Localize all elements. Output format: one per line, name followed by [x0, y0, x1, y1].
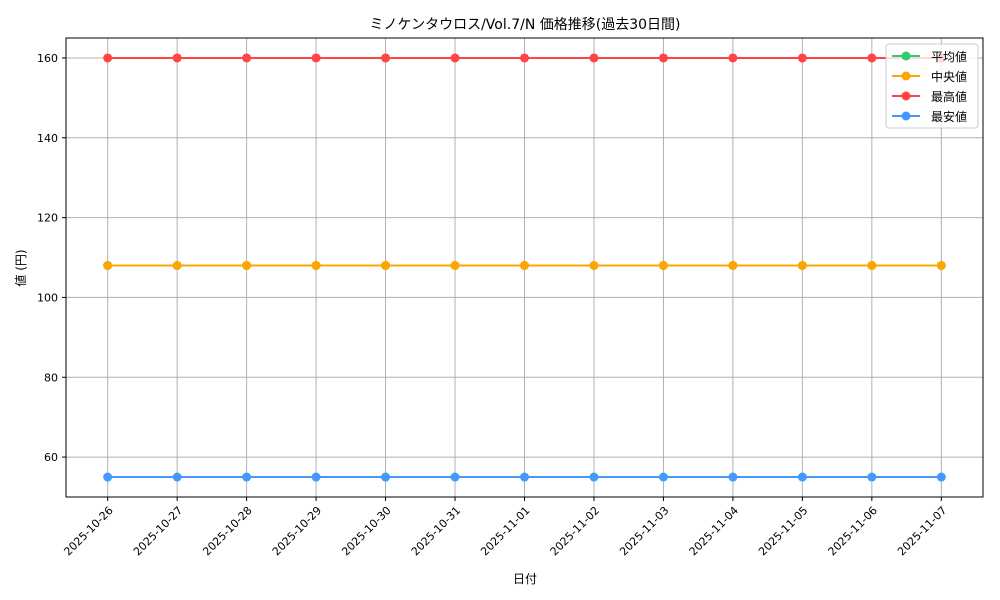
- x-tick-label: 2025-11-04: [687, 504, 741, 558]
- y-tick-label: 80: [44, 371, 58, 384]
- data-point: [658, 53, 668, 63]
- legend-label: 最高値: [931, 89, 967, 104]
- legend-marker: [901, 111, 911, 121]
- y-tick-label: 100: [37, 291, 58, 304]
- data-point: [936, 261, 946, 271]
- y-tick-label: 60: [44, 451, 58, 464]
- data-point: [589, 261, 599, 271]
- legend-label: 中央値: [931, 69, 967, 84]
- data-point: [520, 261, 529, 271]
- x-tick-label: 2025-11-06: [826, 504, 880, 558]
- x-tick-label: 2025-10-31: [409, 504, 463, 558]
- data-point: [450, 53, 460, 63]
- data-point: [311, 472, 321, 482]
- chart-title: ミノケンタウロス/Vol.7/N 価格推移(過去30日間): [370, 17, 681, 33]
- data-point: [658, 472, 668, 482]
- data-point: [172, 472, 182, 482]
- x-tick-label: 2025-11-01: [478, 504, 532, 558]
- data-point: [242, 53, 252, 63]
- data-point: [867, 53, 877, 63]
- legend-marker: [901, 91, 911, 101]
- legend-label: 最安値: [931, 109, 967, 124]
- x-tick-label: 2025-10-29: [270, 504, 324, 558]
- x-tick-label: 2025-10-28: [200, 504, 254, 558]
- legend-box: [885, 43, 979, 129]
- data-point: [172, 53, 182, 63]
- legend-marker: [901, 51, 911, 61]
- data-point: [381, 53, 391, 63]
- data-point: [311, 261, 321, 271]
- data-point: [797, 472, 807, 482]
- legend-label: 平均値: [931, 49, 967, 64]
- data-point: [242, 261, 252, 271]
- legend-marker: [901, 71, 911, 81]
- data-point: [728, 472, 738, 482]
- data-point: [450, 261, 460, 271]
- data-point: [103, 53, 113, 63]
- x-tick-label: 2025-10-26: [61, 504, 115, 558]
- data-point: [311, 53, 321, 63]
- x-tick-label: 2025-10-30: [339, 504, 393, 558]
- data-point: [867, 261, 877, 271]
- data-point: [242, 472, 252, 482]
- data-point: [103, 261, 113, 271]
- data-point: [381, 472, 391, 482]
- x-tick-label: 2025-11-07: [895, 504, 949, 558]
- data-point: [520, 472, 529, 482]
- data-point: [797, 53, 807, 63]
- data-point: [589, 472, 599, 482]
- x-tick-label: 2025-11-03: [617, 504, 671, 558]
- data-point: [867, 472, 877, 482]
- data-point: [450, 472, 460, 482]
- data-point: [936, 472, 946, 482]
- data-point: [797, 261, 807, 271]
- x-axis-label: 日付: [513, 572, 537, 586]
- y-tick-label: 140: [37, 132, 58, 145]
- x-tick-label: 2025-11-05: [756, 504, 810, 558]
- y-tick-label: 160: [37, 52, 58, 65]
- x-tick-label: 2025-11-02: [548, 504, 602, 558]
- data-point: [520, 53, 529, 63]
- data-point: [728, 53, 738, 63]
- data-point: [103, 472, 113, 482]
- data-point: [728, 261, 738, 271]
- data-point: [658, 261, 668, 271]
- y-axis-label: 値 (円): [13, 249, 28, 286]
- data-point: [589, 53, 599, 63]
- data-point: [381, 261, 391, 271]
- data-point: [172, 261, 182, 271]
- x-tick-label: 2025-10-27: [131, 504, 185, 558]
- y-tick-label: 120: [37, 212, 58, 225]
